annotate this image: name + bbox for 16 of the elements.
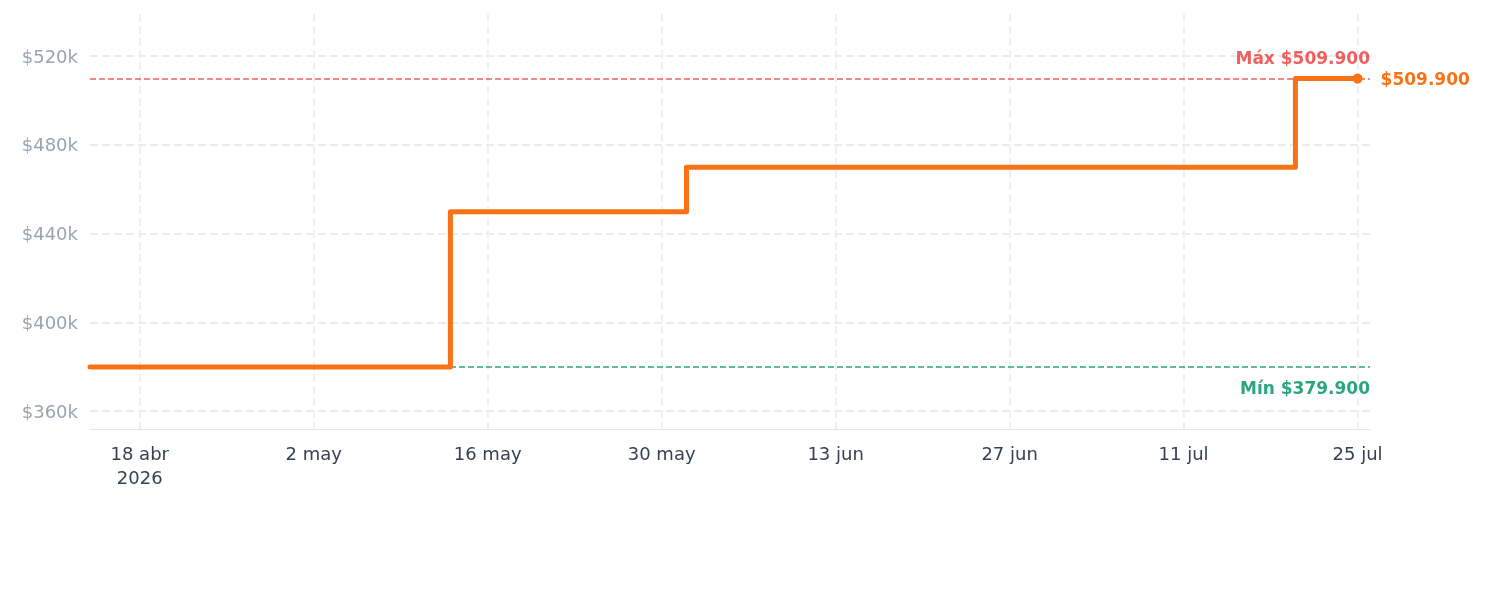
x-tick-label: 16 may (453, 442, 522, 464)
ref-line-label: Máx $509.900 (1235, 48, 1371, 69)
x-tick-label: 11 jul (1158, 442, 1209, 464)
x-tick-label: 27 jun (981, 442, 1038, 464)
x-tick-label: 18 abr 2026 (110, 442, 170, 488)
x-tick-label: 25 jul (1332, 442, 1383, 464)
data-label: $509.900 (1380, 68, 1470, 89)
y-tick-label: $520k (21, 45, 79, 67)
x-tick-label: 2 may (285, 442, 343, 464)
y-tick-label: $440k (21, 223, 79, 245)
y-tick-label: $360k (21, 400, 79, 422)
y-tick-label: $480k (21, 134, 79, 156)
y-tick-label: $400k (21, 311, 79, 333)
ref-line-label: Mín $379.900 (1239, 377, 1371, 398)
x-tick-label: 13 jun (807, 442, 864, 464)
x-tick-label: 30 may (627, 442, 696, 464)
